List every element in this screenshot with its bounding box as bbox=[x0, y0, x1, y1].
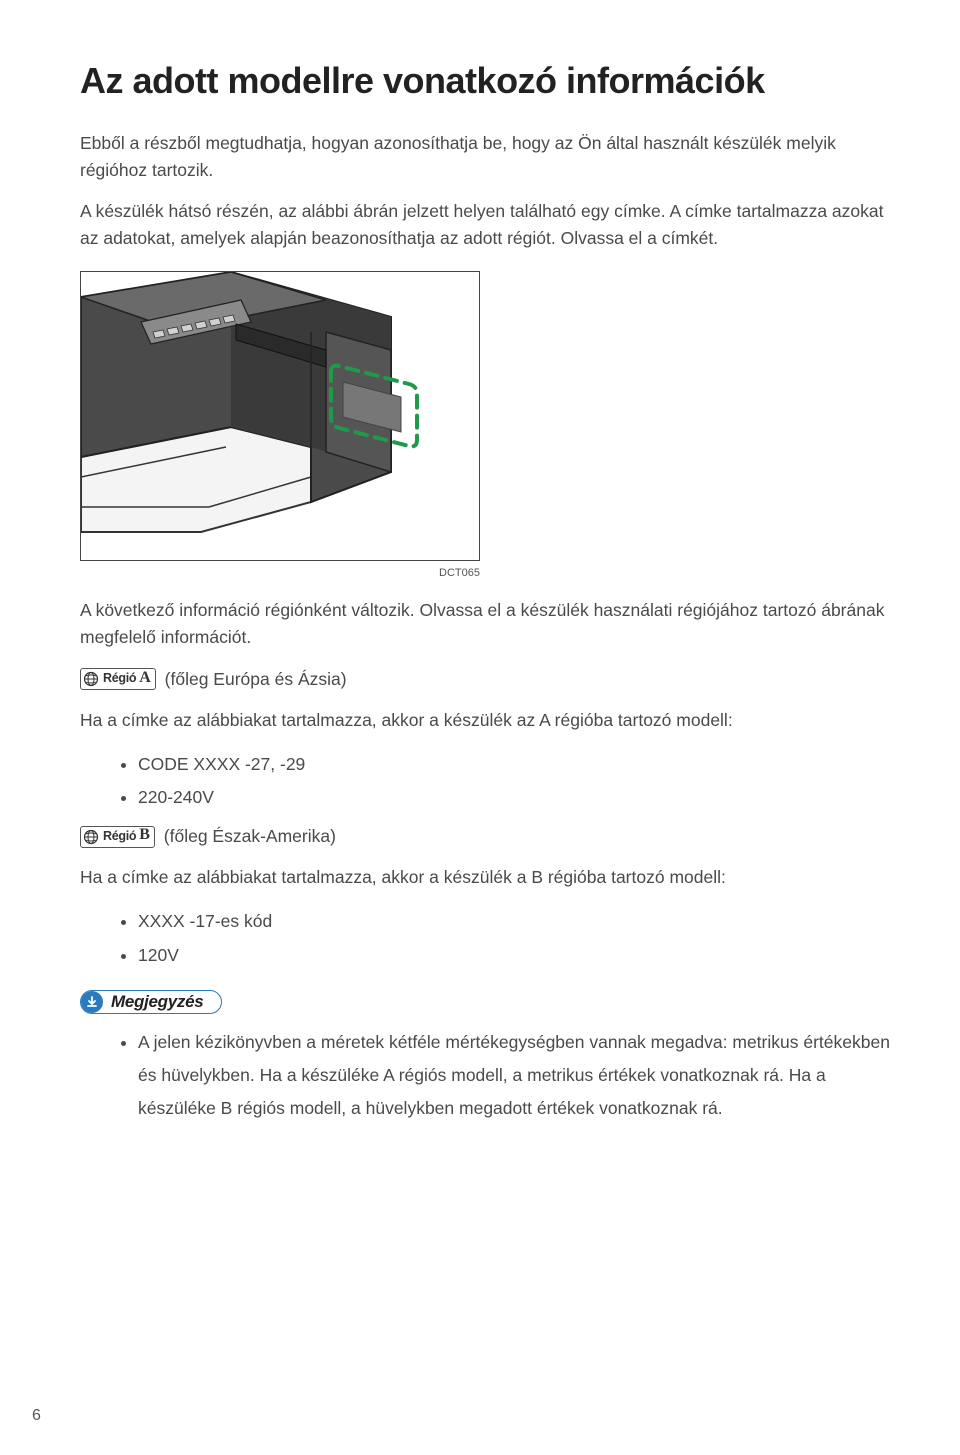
region-a-label: Régió bbox=[103, 669, 136, 688]
region-b-text: Ha a címke az alábbiakat tartalmazza, ak… bbox=[80, 864, 890, 891]
page-number: 6 bbox=[32, 1407, 41, 1425]
region-b-badge: Régió B bbox=[80, 826, 155, 848]
list-item: CODE XXXX -27, -29 bbox=[138, 748, 890, 781]
figure-caption: DCT065 bbox=[80, 567, 480, 579]
list-item: XXXX -17-es kód bbox=[138, 905, 890, 938]
page-title: Az adott modellre vonatkozó információk bbox=[80, 60, 890, 102]
region-a-letter: A bbox=[139, 666, 151, 691]
globe-icon bbox=[83, 829, 99, 845]
region-b-suffix: (főleg Észak-Amerika) bbox=[164, 826, 336, 846]
intro-para-1: Ebből a részből megtudhatja, hogyan azon… bbox=[80, 130, 890, 184]
region-b-label: Régió bbox=[103, 827, 136, 846]
region-b-list: XXXX -17-es kód 120V bbox=[80, 905, 890, 972]
para-3: A következő információ régiónként változ… bbox=[80, 597, 890, 651]
printer-illustration bbox=[81, 272, 480, 561]
printer-figure bbox=[80, 271, 480, 561]
globe-icon bbox=[83, 671, 99, 687]
list-item: 220-240V bbox=[138, 781, 890, 814]
note-arrow-icon bbox=[81, 991, 103, 1013]
document-page: Az adott modellre vonatkozó információk … bbox=[0, 0, 960, 1455]
note-list: A jelen kézikönyvben a méretek kétféle m… bbox=[80, 1026, 890, 1126]
region-a-list: CODE XXXX -27, -29 220-240V bbox=[80, 748, 890, 815]
region-a-suffix: (főleg Európa és Ázsia) bbox=[165, 669, 347, 689]
region-b-line: Régió B (főleg Észak-Amerika) bbox=[80, 822, 890, 850]
region-a-line: Régió A (főleg Európa és Ázsia) bbox=[80, 665, 890, 693]
note-text: A jelen kézikönyvben a méretek kétféle m… bbox=[138, 1026, 890, 1126]
region-b-letter: B bbox=[139, 823, 150, 848]
list-item: 120V bbox=[138, 939, 890, 972]
region-a-text: Ha a címke az alábbiakat tartalmazza, ak… bbox=[80, 707, 890, 734]
region-a-badge: Régió A bbox=[80, 668, 156, 690]
note-badge: Megjegyzés bbox=[80, 990, 222, 1014]
intro-para-2: A készülék hátsó részén, az alábbi ábrán… bbox=[80, 198, 890, 252]
note-label: Megjegyzés bbox=[111, 992, 203, 1012]
